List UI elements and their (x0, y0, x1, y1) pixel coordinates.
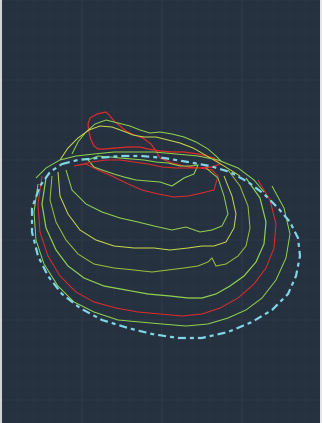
contour-line-6 (65, 167, 229, 233)
contour-line-11 (33, 183, 291, 327)
contour-line-10 (37, 175, 277, 317)
contour-line-5 (73, 159, 219, 198)
contour-line-3 (59, 125, 241, 177)
contour-lines (33, 111, 291, 327)
contour-line-7 (57, 171, 237, 251)
contour-line-12 (35, 151, 265, 193)
contour-line-9 (41, 177, 267, 299)
contour-line-4 (87, 155, 199, 187)
dashed-boundary (30, 154, 302, 340)
contour-line-8 (49, 169, 251, 273)
contour-line-2 (71, 119, 223, 163)
